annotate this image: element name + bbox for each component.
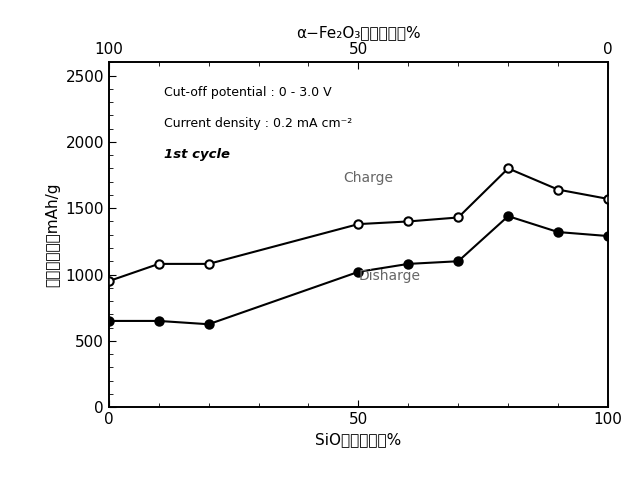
Text: Charge: Charge [344,171,394,185]
Y-axis label: 充放電容量／mAh/g: 充放電容量／mAh/g [45,182,60,287]
X-axis label: α−Fe₂O₃粉末／質量%: α−Fe₂O₃粉末／質量% [296,25,420,40]
Text: Current density : 0.2 mA cm⁻²: Current density : 0.2 mA cm⁻² [164,117,352,130]
Text: Disharge: Disharge [358,269,420,283]
X-axis label: SiO粉末／質量%: SiO粉末／質量% [316,433,401,447]
Text: Cut-off potential : 0 - 3.0 V: Cut-off potential : 0 - 3.0 V [164,86,332,100]
Text: 1st cycle: 1st cycle [164,148,230,161]
